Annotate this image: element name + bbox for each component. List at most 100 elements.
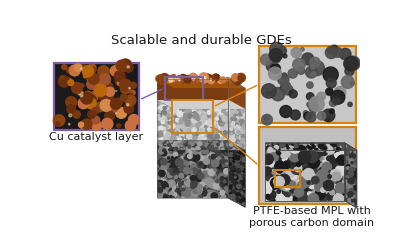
Circle shape (346, 147, 352, 153)
Circle shape (187, 143, 190, 146)
Circle shape (207, 186, 211, 191)
Circle shape (286, 169, 294, 178)
Circle shape (329, 171, 341, 183)
Circle shape (207, 76, 213, 82)
Circle shape (191, 187, 194, 189)
Circle shape (232, 192, 236, 197)
Circle shape (302, 171, 309, 178)
Circle shape (161, 144, 165, 148)
Circle shape (210, 79, 212, 81)
Circle shape (157, 114, 163, 120)
Circle shape (193, 113, 198, 119)
Circle shape (193, 138, 198, 144)
Circle shape (81, 119, 92, 129)
Circle shape (234, 141, 238, 144)
Circle shape (270, 144, 280, 155)
Circle shape (262, 162, 273, 173)
Circle shape (264, 115, 269, 120)
Circle shape (325, 152, 336, 163)
Circle shape (189, 150, 196, 157)
Circle shape (167, 98, 170, 102)
Circle shape (68, 80, 74, 85)
Circle shape (242, 170, 246, 174)
Circle shape (230, 165, 235, 170)
Circle shape (318, 167, 329, 178)
Circle shape (164, 181, 166, 184)
Circle shape (194, 165, 201, 172)
Circle shape (296, 159, 307, 169)
Circle shape (341, 154, 344, 157)
Circle shape (210, 77, 216, 82)
Circle shape (156, 113, 159, 115)
Circle shape (192, 127, 197, 132)
Circle shape (203, 192, 208, 197)
Circle shape (159, 178, 161, 180)
Circle shape (237, 193, 240, 197)
Circle shape (193, 140, 197, 144)
Circle shape (194, 117, 199, 122)
Circle shape (220, 145, 224, 150)
Circle shape (242, 165, 244, 167)
Circle shape (315, 148, 320, 152)
Circle shape (204, 193, 208, 198)
Circle shape (165, 164, 167, 166)
Circle shape (225, 147, 228, 149)
Circle shape (311, 72, 316, 77)
Circle shape (288, 145, 292, 149)
Circle shape (189, 180, 196, 188)
Circle shape (315, 183, 323, 192)
Circle shape (305, 174, 312, 181)
Circle shape (316, 145, 320, 150)
Circle shape (223, 131, 227, 135)
Circle shape (330, 169, 342, 181)
Circle shape (114, 71, 125, 81)
Circle shape (231, 123, 234, 126)
Circle shape (157, 173, 162, 178)
Circle shape (311, 153, 316, 159)
Circle shape (201, 104, 204, 107)
Circle shape (162, 143, 165, 146)
Circle shape (228, 161, 231, 164)
Circle shape (283, 85, 293, 95)
Circle shape (290, 110, 300, 120)
Polygon shape (157, 140, 245, 150)
Text: PTFE-based MPL with
porous carbon domain: PTFE-based MPL with porous carbon domain (249, 206, 374, 228)
Circle shape (234, 169, 236, 171)
Circle shape (111, 106, 117, 113)
Circle shape (212, 156, 215, 159)
Circle shape (185, 121, 190, 126)
Circle shape (163, 181, 170, 188)
Circle shape (198, 103, 201, 106)
Circle shape (171, 173, 176, 178)
Circle shape (240, 150, 244, 154)
Circle shape (233, 141, 237, 145)
Circle shape (202, 119, 205, 123)
Circle shape (231, 120, 236, 125)
Circle shape (188, 154, 192, 158)
Circle shape (234, 128, 237, 130)
Circle shape (191, 176, 196, 180)
Circle shape (194, 169, 195, 171)
Polygon shape (344, 143, 357, 208)
Circle shape (265, 194, 274, 203)
Circle shape (269, 52, 281, 63)
Circle shape (228, 147, 230, 149)
Circle shape (85, 97, 90, 101)
Circle shape (79, 122, 85, 128)
Circle shape (324, 186, 327, 189)
Circle shape (231, 100, 234, 102)
Circle shape (175, 119, 178, 122)
Circle shape (173, 161, 180, 168)
Circle shape (281, 149, 288, 156)
Circle shape (194, 113, 197, 116)
Circle shape (176, 197, 177, 198)
Circle shape (186, 135, 189, 138)
Circle shape (242, 125, 246, 129)
Circle shape (165, 106, 168, 110)
Circle shape (220, 142, 224, 146)
Circle shape (181, 161, 188, 168)
Circle shape (226, 127, 229, 130)
Circle shape (182, 197, 185, 200)
Circle shape (264, 167, 271, 174)
Circle shape (194, 146, 196, 148)
